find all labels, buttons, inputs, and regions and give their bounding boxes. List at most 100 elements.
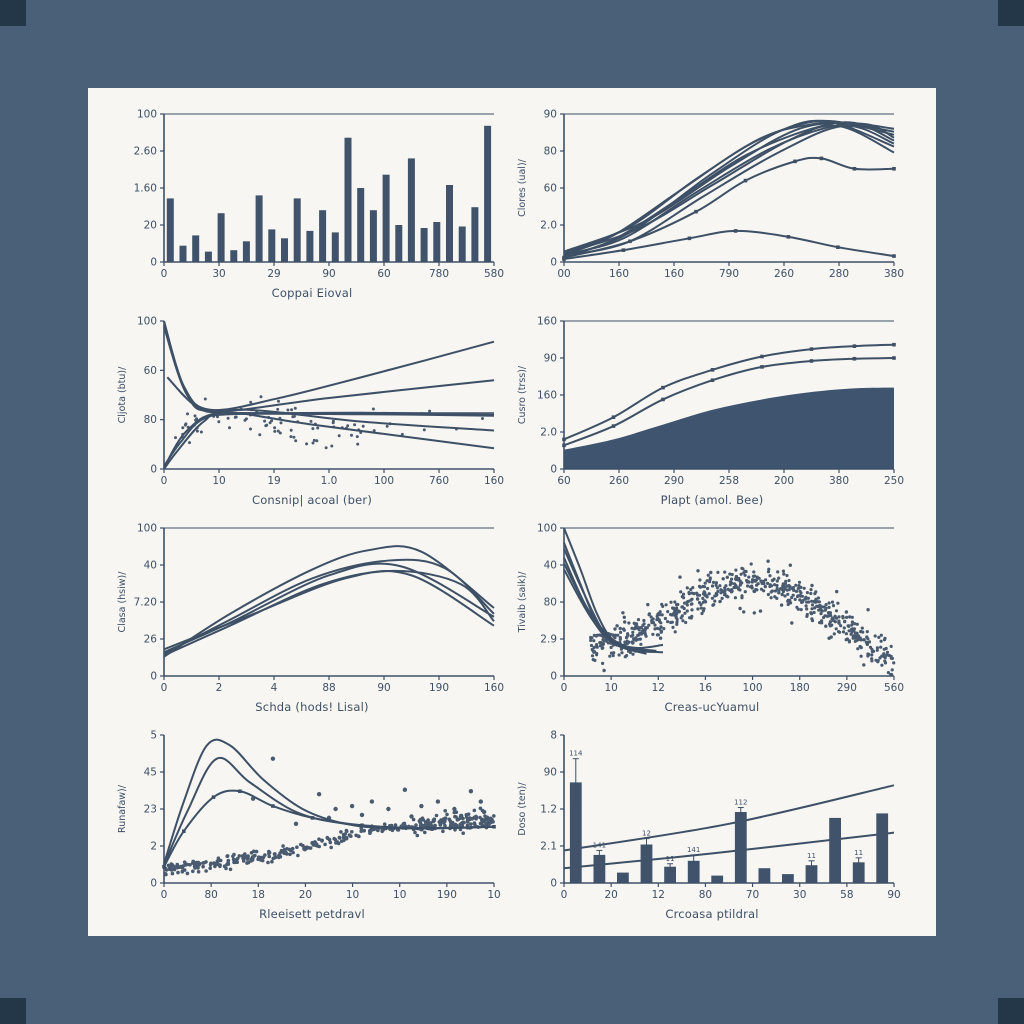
x-tick-label: 60 <box>377 268 390 280</box>
x-axis-label: Rleeisett petdravl <box>259 907 365 921</box>
x-tick-label: 160 <box>609 268 629 280</box>
x-tick-label: 260 <box>609 475 629 487</box>
x-tick-label: 0 <box>161 889 168 901</box>
x-tick-label: 258 <box>719 475 739 487</box>
bar-value-label: 11 <box>666 855 675 863</box>
y-tick-label: 0 <box>150 878 157 890</box>
y-tick-label: 0 <box>150 671 157 683</box>
y-axis-label: Tivaib (saik)/ <box>517 571 528 634</box>
y-tick-label: 100 <box>537 523 557 535</box>
y-tick-label: 90 <box>544 767 557 779</box>
corner-artifact <box>0 0 26 26</box>
x-tick-label: 280 <box>829 268 849 280</box>
panel-error-bars-bottom-right: 114 141 12 11 141 112 11 11 8 90 1.2 2.1 0 0 20 12 80 70 3… <box>512 719 912 926</box>
bar-value-label: 11 <box>807 852 816 860</box>
x-tick-label: 380 <box>829 475 849 487</box>
y-tick-label: 1.60 <box>134 183 157 195</box>
panel-bar-top-left: 100 2.60 1.60 20 0 0 30 29 90 60 780 580 Coppai Eio… <box>112 98 512 305</box>
x-tick-label: 790 <box>719 268 739 280</box>
y-axis-label: Doso (ten)/ <box>517 782 528 836</box>
x-tick-label: 90 <box>377 682 390 694</box>
y-axis-label: Cusro (trss)/ <box>517 365 528 424</box>
panel-dense-scatter-row3-right: 100 40 80 2.9 0 0 10 12 16 100 180 290 560 Tivaib (sa… <box>512 512 912 719</box>
y-tick-label: 0 <box>150 257 157 269</box>
x-tick-label: 10 <box>393 889 406 901</box>
x-axis-label: Crcoasa ptildral <box>665 907 759 921</box>
y-tick-label: 23 <box>144 804 157 816</box>
x-tick-label: 10 <box>346 889 359 901</box>
y-tick-label: 2.0 <box>540 220 557 232</box>
error-bar-chart-svg: 114 141 12 11 141 112 11 11 8 90 1.2 2.1 00 20 12 80 70 3… <box>517 730 901 902</box>
x-tick-label: 190 <box>437 889 457 901</box>
line-chart-svg: 90 80 60 2.0 000 160 160 790 260 280 380 Clores (ua… <box>517 109 904 281</box>
x-tick-label: 80 <box>699 889 712 901</box>
scatter-fan-chart-svg: 100 60 80 00 10 19 1.0 100 760 160 Cljota (btu)/ <box>117 316 504 488</box>
x-tick-label: 200 <box>774 475 794 487</box>
x-tick-label: 70 <box>746 889 759 901</box>
y-tick-label: 80 <box>144 414 157 426</box>
y-tick-label: 7.20 <box>134 597 157 609</box>
y-tick-label: 0 <box>550 671 557 683</box>
x-axis-label: Creas-ucYuamul <box>664 700 760 714</box>
x-axis-label: Consnip| acoal (ber) <box>251 493 373 507</box>
arc-line-chart-svg: 100 40 7.20 26 00 2 4 88 90 190 160 Clasa (hsiw)/ <box>117 523 504 695</box>
x-tick-label: 20 <box>604 889 617 901</box>
y-tick-label: 100 <box>137 109 157 121</box>
x-tick-label: 0 <box>161 268 168 280</box>
x-tick-label: 00 <box>557 268 570 280</box>
y-tick-label: 0 <box>550 257 557 269</box>
x-tick-label: 19 <box>267 475 280 487</box>
y-tick-label: 160 <box>537 316 557 328</box>
y-axis-label: Cljota (btu)/ <box>117 366 128 423</box>
corner-artifact <box>0 998 26 1024</box>
x-tick-label: 16 <box>699 682 713 694</box>
panel-scatter-fan-mid-left: 100 60 80 0 0 10 19 1.0 100 760 160 Cljota (btu)/ C… <box>112 305 512 512</box>
x-tick-label: 580 <box>484 268 504 280</box>
bar-value-label: 141 <box>687 846 700 854</box>
y-tick-label: 0 <box>550 878 557 890</box>
x-tick-label: 290 <box>837 682 857 694</box>
y-tick-label: 0 <box>150 464 157 476</box>
x-tick-label: 250 <box>884 475 904 487</box>
y-tick-label: 40 <box>544 560 557 572</box>
x-tick-label: 760 <box>429 475 449 487</box>
x-tick-label: 160 <box>664 268 684 280</box>
y-tick-label: 60 <box>144 365 157 377</box>
x-tick-label: 12 <box>652 682 665 694</box>
x-tick-label: 10 <box>487 889 500 901</box>
y-tick-label: 160 <box>537 390 557 402</box>
y-tick-label: 2.60 <box>134 146 157 158</box>
x-tick-label: 90 <box>322 268 335 280</box>
y-tick-label: 20 <box>144 220 157 232</box>
bar-chart-svg: 100 2.60 1.60 20 00 30 29 90 60 780 580 <box>134 109 504 281</box>
x-tick-label: 4 <box>271 682 278 694</box>
x-tick-label: 180 <box>790 682 810 694</box>
x-tick-label: 0 <box>161 682 168 694</box>
bar-value-label: 112 <box>734 799 747 807</box>
x-tick-label: 0 <box>161 475 168 487</box>
y-tick-label: 2.0 <box>540 427 557 439</box>
x-tick-label: 90 <box>887 889 900 901</box>
y-tick-label: 2.9 <box>540 634 557 646</box>
x-tick-label: 380 <box>884 268 904 280</box>
bar-value-label: 12 <box>642 830 651 838</box>
x-tick-label: 29 <box>267 268 280 280</box>
x-axis-label: Plapt (amol. Bee) <box>660 493 764 507</box>
y-tick-label: 40 <box>144 560 157 572</box>
x-tick-label: 160 <box>484 682 504 694</box>
x-tick-label: 2 <box>216 682 223 694</box>
panel-arcs-row3-left: 100 40 7.20 26 0 0 2 4 88 90 190 160 Clasa (hsiw)/ S… <box>112 512 512 719</box>
x-tick-label: 0 <box>561 889 568 901</box>
y-tick-label: 100 <box>137 523 157 535</box>
x-tick-label: 780 <box>429 268 449 280</box>
x-tick-label: 10 <box>604 682 617 694</box>
corner-artifact <box>998 998 1024 1024</box>
x-tick-label: 10 <box>212 475 225 487</box>
y-tick-label: 0 <box>550 464 557 476</box>
y-tick-label: 45 <box>144 767 157 779</box>
x-tick-label: 18 <box>252 889 265 901</box>
x-tick-label: 290 <box>664 475 684 487</box>
x-tick-label: 20 <box>299 889 312 901</box>
y-axis-label: Runafaw)/ <box>117 784 128 833</box>
x-tick-label: 100 <box>374 475 394 487</box>
